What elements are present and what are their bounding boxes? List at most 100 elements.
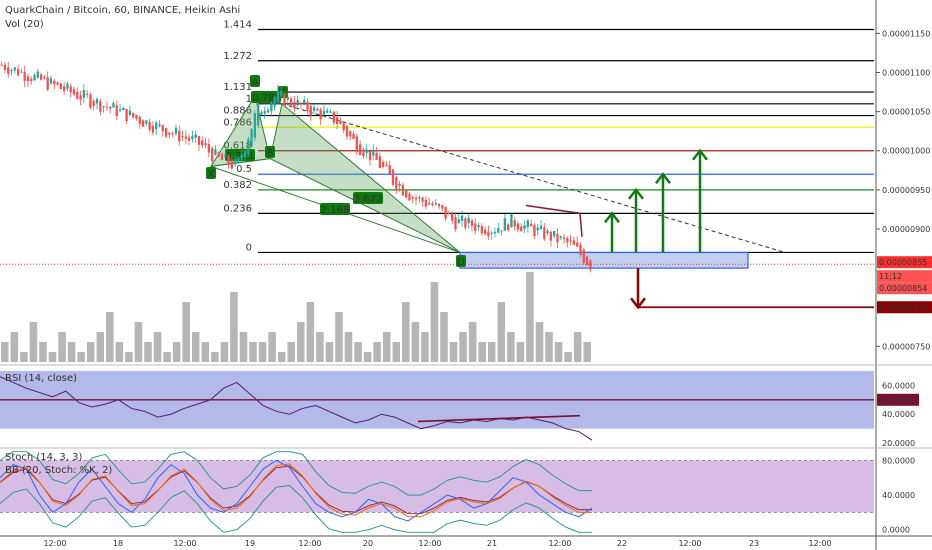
candle-body [289,98,293,106]
volume-bar [392,342,401,362]
harmonic-pattern[interactable]: X A B C D 0.78? 0.711 3.622 2.168 [206,75,466,268]
volume-bar [497,302,506,362]
candle-body [194,134,197,138]
candle-body [329,111,332,113]
annotations[interactable] [525,148,708,310]
candle-body [487,231,490,236]
candle-body [497,228,500,233]
fibonacci-levels[interactable]: 1.4141.2721.13110.8860.7860.6180.50.3820… [0,19,874,309]
candlestick-series [0,61,592,273]
price-tag-label: 11:12 [879,272,902,281]
pattern-ratio-badge [353,192,383,204]
fib-label: 0 [246,242,252,253]
volume-bar [106,312,114,362]
price-tag-bg [877,282,932,295]
candle-body [362,149,365,157]
volume-bar [430,282,439,362]
candle-body [36,71,39,78]
candle-body [197,136,201,145]
time-axis[interactable]: 12:00 18 12:00 19 12:00 20 12:00 21 12:00 22 12:00… [43,539,831,548]
chart-title: QuarkChain / Bitcoin, 60, BINANCE, Heiki… [5,5,240,16]
candle-body [204,142,207,146]
stoch-tick-label: 0.0000 [882,526,910,535]
stoch-d-line [0,463,592,518]
volume-bar [211,352,219,362]
candle-body [506,224,510,231]
arrow-head [630,297,646,310]
pattern-point-a: A [250,75,260,88]
candle-body [220,154,224,160]
candle-body [391,169,395,185]
candle-body [286,97,289,100]
volume-bar [230,292,238,362]
price-tag-label: 0.00000854 [879,284,927,293]
price-tick-label: 0.00001000 [882,147,930,156]
candle-body [95,98,99,104]
candle-body [312,107,316,111]
candle-body [30,78,33,82]
volume-bar [526,272,534,362]
candle-body [72,89,76,95]
volume-bar [573,332,582,362]
price-tag-bg [877,301,932,314]
price-tick-label: 0.00001050 [882,108,930,117]
target-zone-box [459,251,749,269]
candle-body [513,220,516,227]
volume-bar [487,342,496,362]
candle-body [46,77,49,90]
volume-bar [382,332,391,362]
last-price-tag: 0.00000855 [877,256,932,269]
candle-body [66,83,69,89]
candle-body [266,109,270,113]
stochastic-pane[interactable] [0,451,874,533]
candle-body [158,124,161,126]
volume-bar [402,302,410,362]
candle-body [382,162,385,167]
fib-label: 0.618 [223,141,252,152]
candle-body [431,203,434,206]
pattern-point-badge [265,146,275,158]
time-tick-label: 22 [617,539,627,548]
candle-body [280,90,283,97]
candle-body [201,140,204,146]
candle-body [480,225,483,234]
pattern-point-label: A [252,77,259,88]
candle-body [112,103,115,108]
candle-body [490,232,493,234]
candle-body [375,152,378,160]
candle-body [276,90,280,103]
candle-body [424,199,428,207]
candle-body [79,95,82,100]
candle-body [161,125,164,132]
candle-body [572,240,576,245]
candle-body [332,111,335,123]
candle-body [132,112,135,118]
bb-lower-line [0,485,592,533]
volume-bar [86,342,95,362]
time-tick-label: 12:00 [173,539,196,548]
candle-body [516,223,520,230]
candle-body [530,223,533,227]
candle-body [358,144,362,155]
volume-bar [58,332,66,362]
candle-body [237,157,240,162]
price-axis[interactable]: 0.00001150 0.00001100 0.00001050 0.00001000… [876,29,932,535]
rsi-tick-label: 60.0000 [882,381,915,390]
candle-body [444,206,447,219]
time-tick-label: 12:00 [43,539,66,548]
candle-body [355,136,358,153]
candle-body [408,193,411,201]
candle-body [339,120,342,124]
volume-bar [287,342,295,362]
candle-body [59,83,62,90]
candle-body [243,150,247,158]
countdown-tag: 11:12 [877,270,932,283]
rsi-pane[interactable] [0,370,874,441]
pattern-ratio-label: 0.78? [252,93,280,104]
volume-bar [535,322,544,362]
candle-body [33,75,36,81]
volume-bar [10,332,19,362]
volume-bar [96,332,105,362]
volume-legend: Vol (20) [5,19,44,30]
